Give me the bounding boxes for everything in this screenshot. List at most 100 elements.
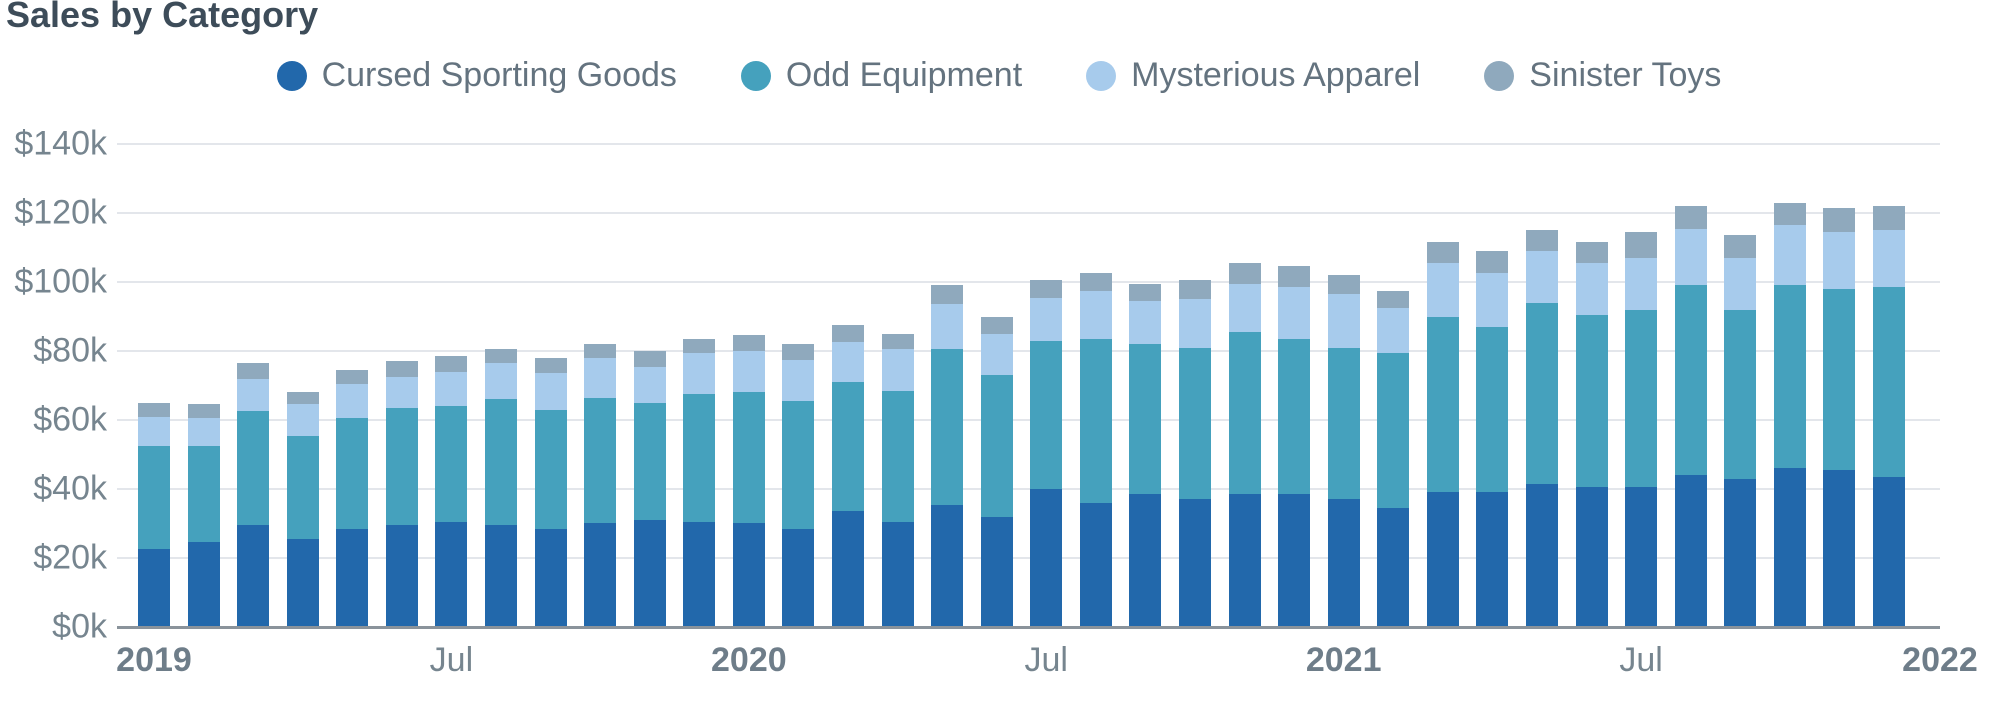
segment-cursed-sporting-goods-nov-2020[interactable] <box>1228 494 1261 627</box>
stacked-bar-may-2020[interactable] <box>931 285 964 627</box>
segment-cursed-sporting-goods-apr-2021[interactable] <box>1476 492 1509 627</box>
segment-sinister-toys-jun-2020[interactable] <box>980 316 1013 334</box>
segment-odd-equipment-feb-2019[interactable] <box>187 445 220 543</box>
stacked-bar-jun-2021[interactable] <box>1575 242 1608 627</box>
segment-mysterious-apparel-oct-2019[interactable] <box>584 357 617 398</box>
segment-odd-equipment-jan-2020[interactable] <box>732 392 765 524</box>
segment-sinister-toys-apr-2020[interactable] <box>881 333 914 350</box>
segment-cursed-sporting-goods-jul-2021[interactable] <box>1625 487 1658 627</box>
segment-cursed-sporting-goods-sep-2021[interactable] <box>1724 478 1757 627</box>
stacked-bar-feb-2021[interactable] <box>1377 290 1410 627</box>
segment-cursed-sporting-goods-oct-2020[interactable] <box>1178 499 1211 627</box>
segment-sinister-toys-may-2020[interactable] <box>931 285 964 305</box>
stacked-bar-jul-2019[interactable] <box>435 356 468 627</box>
stacked-bar-mar-2019[interactable] <box>237 363 270 627</box>
legend-item-mysterious-apparel[interactable]: Mysterious Apparel <box>1086 56 1420 95</box>
segment-mysterious-apparel-jan-2021[interactable] <box>1327 294 1360 348</box>
segment-cursed-sporting-goods-may-2019[interactable] <box>336 528 369 627</box>
segment-mysterious-apparel-jan-2020[interactable] <box>732 351 765 393</box>
segment-mysterious-apparel-jul-2019[interactable] <box>435 371 468 407</box>
stacked-bar-nov-2020[interactable] <box>1228 263 1261 627</box>
stacked-bar-aug-2021[interactable] <box>1674 206 1707 627</box>
segment-mysterious-apparel-jun-2021[interactable] <box>1575 263 1608 315</box>
segment-odd-equipment-nov-2021[interactable] <box>1823 288 1856 471</box>
segment-sinister-toys-feb-2019[interactable] <box>187 404 220 419</box>
segment-mysterious-apparel-nov-2021[interactable] <box>1823 231 1856 289</box>
segment-mysterious-apparel-sep-2021[interactable] <box>1724 257 1757 310</box>
segment-cursed-sporting-goods-aug-2020[interactable] <box>1079 502 1112 627</box>
stacked-bar-feb-2019[interactable] <box>187 404 220 627</box>
segment-mysterious-apparel-aug-2019[interactable] <box>484 363 517 400</box>
segment-cursed-sporting-goods-sep-2020[interactable] <box>1129 494 1162 627</box>
stacked-bar-mar-2020[interactable] <box>831 325 864 627</box>
segment-odd-equipment-jan-2019[interactable] <box>138 445 170 550</box>
segment-cursed-sporting-goods-may-2020[interactable] <box>931 504 964 627</box>
segment-odd-equipment-oct-2021[interactable] <box>1773 285 1806 469</box>
segment-cursed-sporting-goods-feb-2020[interactable] <box>782 528 815 627</box>
segment-sinister-toys-mar-2020[interactable] <box>831 325 864 343</box>
stacked-bar-mar-2021[interactable] <box>1426 242 1459 627</box>
segment-cursed-sporting-goods-dec-2020[interactable] <box>1278 494 1311 627</box>
segment-mysterious-apparel-nov-2019[interactable] <box>633 366 666 403</box>
segment-sinister-toys-jun-2021[interactable] <box>1575 242 1608 264</box>
segment-odd-equipment-nov-2020[interactable] <box>1228 332 1261 495</box>
segment-cursed-sporting-goods-dec-2019[interactable] <box>683 521 716 627</box>
segment-odd-equipment-apr-2020[interactable] <box>881 390 914 522</box>
segment-cursed-sporting-goods-jul-2019[interactable] <box>435 521 468 627</box>
segment-cursed-sporting-goods-mar-2020[interactable] <box>831 511 864 627</box>
segment-mysterious-apparel-apr-2020[interactable] <box>881 349 914 391</box>
segment-mysterious-apparel-jun-2019[interactable] <box>385 376 418 408</box>
stacked-bar-jan-2021[interactable] <box>1327 275 1360 627</box>
segment-odd-equipment-nov-2019[interactable] <box>633 402 666 521</box>
segment-mysterious-apparel-feb-2021[interactable] <box>1377 307 1410 353</box>
segment-mysterious-apparel-may-2019[interactable] <box>336 383 369 419</box>
stacked-bar-oct-2019[interactable] <box>584 344 617 627</box>
legend-item-cursed-sporting-goods[interactable]: Cursed Sporting Goods <box>276 56 677 95</box>
segment-odd-equipment-apr-2019[interactable] <box>286 435 319 540</box>
segment-odd-equipment-jun-2021[interactable] <box>1575 314 1608 488</box>
segment-cursed-sporting-goods-nov-2019[interactable] <box>633 520 666 627</box>
segment-mysterious-apparel-oct-2021[interactable] <box>1773 225 1806 286</box>
legend-item-odd-equipment[interactable]: Odd Equipment <box>740 56 1022 95</box>
segment-cursed-sporting-goods-apr-2019[interactable] <box>286 539 319 627</box>
segment-odd-equipment-jul-2019[interactable] <box>435 406 468 522</box>
segment-odd-equipment-sep-2020[interactable] <box>1129 344 1162 495</box>
segment-odd-equipment-jun-2020[interactable] <box>980 375 1013 517</box>
segment-mysterious-apparel-nov-2020[interactable] <box>1228 283 1261 333</box>
stacked-bar-oct-2020[interactable] <box>1178 280 1211 627</box>
segment-mysterious-apparel-jan-2019[interactable] <box>138 416 170 446</box>
segment-mysterious-apparel-dec-2019[interactable] <box>683 352 716 395</box>
stacked-bar-jan-2019[interactable] <box>138 402 170 627</box>
segment-sinister-toys-aug-2020[interactable] <box>1079 273 1112 291</box>
segment-odd-equipment-may-2020[interactable] <box>931 349 964 505</box>
segment-cursed-sporting-goods-aug-2019[interactable] <box>484 525 517 627</box>
segment-odd-equipment-dec-2020[interactable] <box>1278 338 1311 495</box>
segment-odd-equipment-may-2019[interactable] <box>336 418 369 529</box>
segment-mysterious-apparel-mar-2019[interactable] <box>237 378 270 412</box>
segment-mysterious-apparel-apr-2019[interactable] <box>286 404 319 436</box>
stacked-bar-dec-2019[interactable] <box>683 338 716 627</box>
segment-odd-equipment-may-2021[interactable] <box>1525 302 1558 484</box>
segment-odd-equipment-oct-2019[interactable] <box>584 397 617 524</box>
stacked-bar-may-2021[interactable] <box>1525 230 1558 627</box>
segment-sinister-toys-apr-2019[interactable] <box>286 392 319 405</box>
segment-odd-equipment-aug-2021[interactable] <box>1674 285 1707 476</box>
segment-mysterious-apparel-oct-2020[interactable] <box>1178 299 1211 348</box>
segment-cursed-sporting-goods-mar-2021[interactable] <box>1426 492 1459 627</box>
stacked-bar-nov-2021[interactable] <box>1823 207 1856 627</box>
stacked-bar-aug-2020[interactable] <box>1079 273 1112 627</box>
segment-sinister-toys-mar-2021[interactable] <box>1426 242 1459 264</box>
segment-cursed-sporting-goods-feb-2019[interactable] <box>187 542 220 627</box>
segment-odd-equipment-mar-2020[interactable] <box>831 382 864 512</box>
segment-odd-equipment-jul-2021[interactable] <box>1625 309 1658 488</box>
segment-sinister-toys-dec-2020[interactable] <box>1278 266 1311 288</box>
segment-sinister-toys-aug-2021[interactable] <box>1674 206 1707 229</box>
segment-sinister-toys-nov-2020[interactable] <box>1228 263 1261 284</box>
segment-sinister-toys-feb-2021[interactable] <box>1377 290 1410 308</box>
stacked-bar-jun-2020[interactable] <box>980 316 1013 627</box>
segment-mysterious-apparel-jul-2020[interactable] <box>1030 297 1063 341</box>
segment-sinister-toys-oct-2021[interactable] <box>1773 202 1806 226</box>
segment-sinister-toys-sep-2019[interactable] <box>534 357 567 374</box>
segment-odd-equipment-jun-2019[interactable] <box>385 407 418 526</box>
segment-odd-equipment-mar-2021[interactable] <box>1426 316 1459 493</box>
